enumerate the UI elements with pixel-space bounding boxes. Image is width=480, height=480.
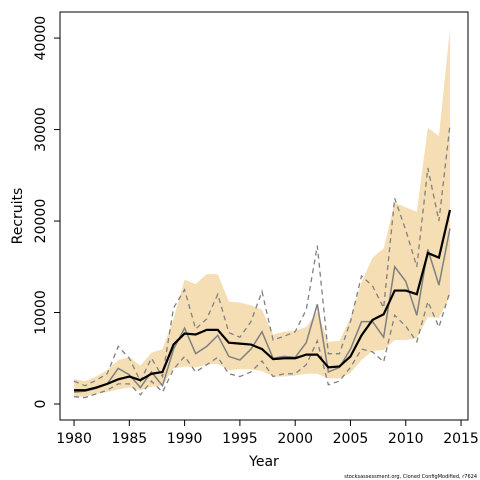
series-line [73,228,451,393]
y-tick-label: 40000 [33,16,49,61]
confidence-band [74,28,450,397]
series-line [73,124,451,387]
x-tick-label: 1990 [167,431,203,447]
x-tick-label: 2000 [277,431,313,447]
x-tick-label: 1985 [112,431,148,447]
y-tick-label: 10000 [33,290,49,335]
x-tick-label: 1995 [222,431,258,447]
x-tick-label: 2010 [388,431,424,447]
plot-frame [59,11,469,421]
x-axis-label: Year [248,454,279,470]
y-tick-label: 30000 [33,107,49,152]
x-tick-label: 1980 [56,431,92,447]
x-tick-label: 2005 [333,431,369,447]
y-axis-label: Recruits [10,188,26,245]
y-tick-label: 20000 [33,199,49,244]
series-line [73,291,451,399]
y-tick-label: 0 [33,400,49,409]
series-line [74,209,452,392]
x-tick-label: 2015 [443,431,479,447]
footnote: stocksassessment.org, Cloned ConfigModif… [344,474,477,480]
